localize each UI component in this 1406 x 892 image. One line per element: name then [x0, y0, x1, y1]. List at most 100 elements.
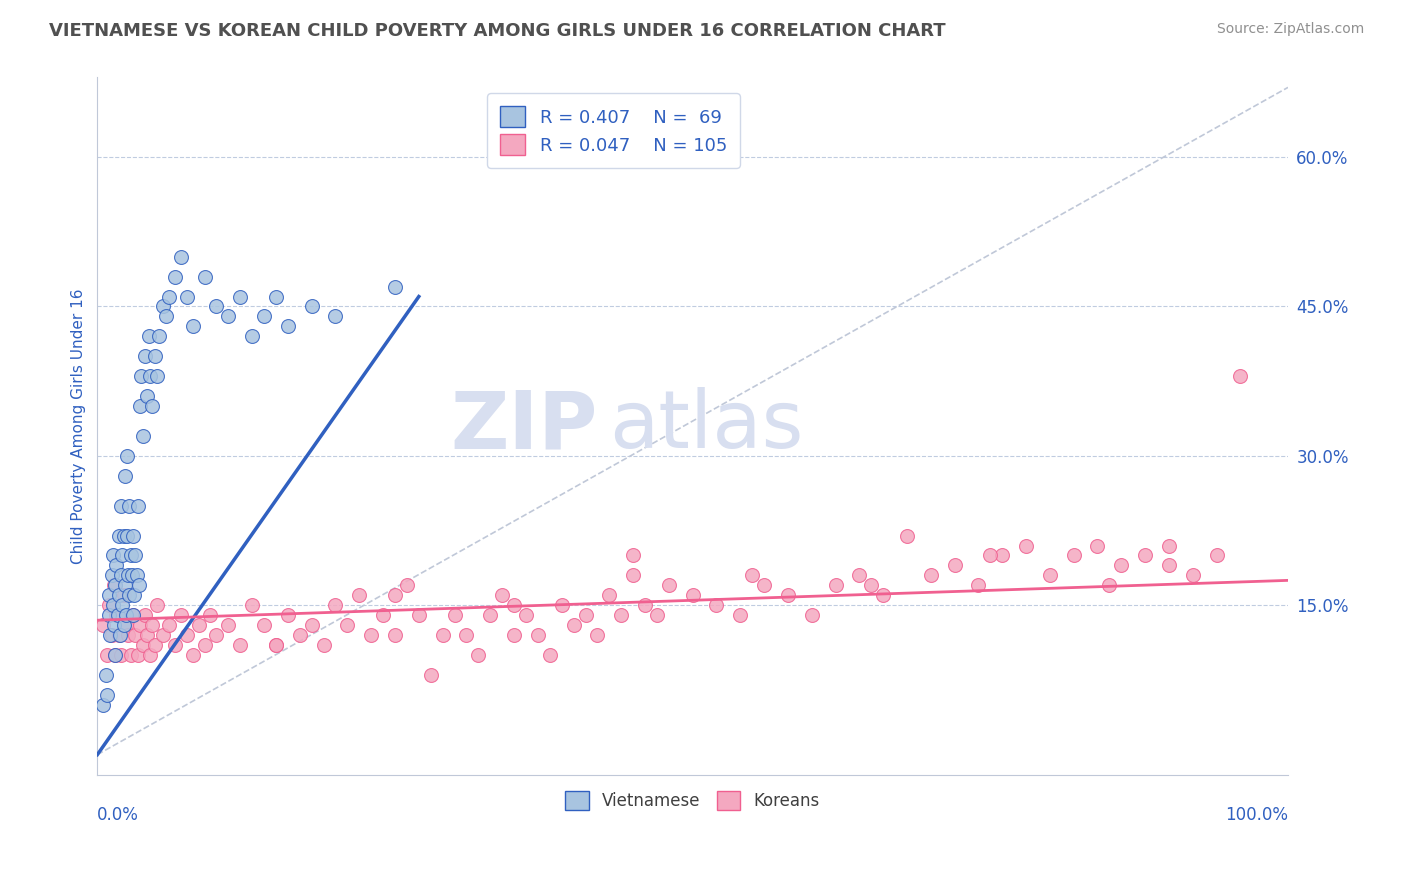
Point: [277, 608, 299, 623]
Point: [108, 628, 131, 642]
Point: [107, 628, 129, 642]
Point: [122, 528, 145, 542]
Point: [105, 608, 128, 623]
Point: [110, 568, 132, 582]
Text: Source: ZipAtlas.com: Source: ZipAtlas.com: [1216, 22, 1364, 37]
Point: [163, 269, 186, 284]
Point: [432, 628, 454, 642]
Point: [217, 618, 239, 632]
Point: [229, 289, 252, 303]
Point: [141, 618, 163, 632]
Point: [120, 648, 142, 662]
Point: [134, 349, 156, 363]
Point: [176, 628, 198, 642]
Point: [384, 588, 406, 602]
Point: [527, 628, 550, 642]
Point: [96, 648, 118, 662]
Point: [139, 369, 162, 384]
Point: [562, 618, 585, 632]
Point: [336, 618, 359, 632]
Point: [105, 558, 128, 573]
Point: [848, 568, 870, 582]
Point: [152, 628, 174, 642]
Point: [240, 329, 263, 343]
Point: [115, 618, 138, 632]
Point: [118, 499, 141, 513]
Point: [101, 549, 124, 563]
Point: [146, 599, 169, 613]
Point: [979, 549, 1001, 563]
Point: [920, 568, 942, 582]
Point: [301, 300, 323, 314]
Point: [706, 599, 728, 613]
Point: [621, 549, 644, 563]
Point: [127, 648, 149, 662]
Point: [131, 429, 153, 443]
Point: [136, 389, 159, 403]
Point: [538, 648, 561, 662]
Point: [752, 578, 775, 592]
Point: [124, 549, 146, 563]
Point: [264, 638, 287, 652]
Point: [129, 618, 152, 632]
Point: [163, 638, 186, 652]
Point: [586, 628, 609, 642]
Point: [112, 588, 135, 602]
Point: [143, 349, 166, 363]
Point: [288, 628, 311, 642]
Point: [146, 369, 169, 384]
Point: [96, 688, 118, 702]
Point: [658, 578, 681, 592]
Point: [730, 608, 752, 623]
Point: [896, 528, 918, 542]
Point: [253, 618, 276, 632]
Point: [551, 599, 574, 613]
Point: [114, 578, 136, 592]
Point: [634, 599, 657, 613]
Text: VIETNAMESE VS KOREAN CHILD POVERTY AMONG GIRLS UNDER 16 CORRELATION CHART: VIETNAMESE VS KOREAN CHILD POVERTY AMONG…: [49, 22, 946, 40]
Point: [193, 638, 215, 652]
Point: [574, 608, 596, 623]
Point: [117, 628, 139, 642]
Point: [360, 628, 382, 642]
Point: [264, 289, 287, 303]
Point: [443, 608, 465, 623]
Point: [100, 628, 122, 642]
Point: [1039, 568, 1062, 582]
Point: [181, 319, 204, 334]
Point: [217, 310, 239, 324]
Point: [1229, 369, 1251, 384]
Point: [98, 608, 121, 623]
Point: [176, 289, 198, 303]
Point: [111, 549, 134, 563]
Point: [408, 608, 430, 623]
Point: [131, 638, 153, 652]
Point: [1157, 558, 1180, 573]
Point: [503, 599, 526, 613]
Point: [129, 399, 152, 413]
Point: [301, 618, 323, 632]
Point: [122, 608, 145, 623]
Point: [515, 608, 537, 623]
Point: [136, 628, 159, 642]
Point: [325, 599, 347, 613]
Point: [112, 618, 135, 632]
Point: [104, 578, 127, 592]
Point: [100, 568, 122, 582]
Point: [152, 300, 174, 314]
Point: [127, 499, 149, 513]
Point: [124, 628, 146, 642]
Point: [991, 549, 1014, 563]
Point: [120, 549, 142, 563]
Point: [122, 588, 145, 602]
Point: [157, 618, 180, 632]
Point: [107, 608, 129, 623]
Point: [621, 568, 644, 582]
Point: [312, 638, 335, 652]
Point: [94, 668, 117, 682]
Point: [200, 608, 222, 623]
Point: [1015, 539, 1038, 553]
Point: [100, 628, 122, 642]
Point: [193, 269, 215, 284]
Point: [479, 608, 502, 623]
